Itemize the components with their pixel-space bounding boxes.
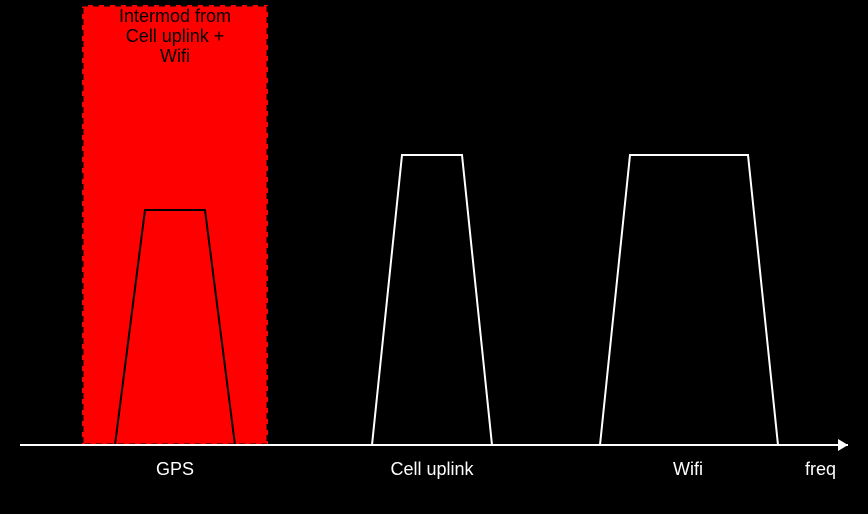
wifi-label: Wifi (673, 459, 703, 479)
intermod-label-line3: Wifi (160, 46, 190, 66)
wifi-signal (600, 155, 778, 445)
intermod-label-line1: Intermod from (119, 6, 231, 26)
gps-label: GPS (156, 459, 194, 479)
cell-uplink-signal (372, 155, 492, 445)
intermod-band (82, 5, 268, 445)
frequency-axis-label: freq (805, 459, 836, 479)
cell-uplink-label: Cell uplink (390, 459, 474, 479)
frequency-axis-arrow (838, 439, 848, 451)
intermod-label-line2: Cell uplink + (126, 26, 225, 46)
